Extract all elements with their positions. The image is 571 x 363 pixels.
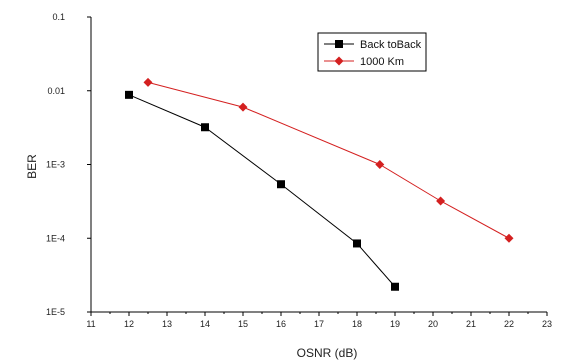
ticks: 11 12 13 14 15 16 17 18 19 20 21 22 23 1E-5 1E-4 1E-3 0.… — [46, 12, 552, 329]
data-point — [391, 282, 399, 291]
data-point — [504, 233, 514, 243]
series-line — [147, 81, 510, 239]
legend-marker — [334, 56, 344, 66]
x-axis-label: OSNR (dB) — [297, 346, 358, 360]
data-point — [436, 196, 446, 206]
x-tick-label: 11 — [86, 319, 95, 329]
series — [125, 77, 514, 291]
y-axis-label: BER — [25, 154, 39, 179]
data-point — [277, 180, 285, 189]
y-tick-label: 1E-3 — [46, 160, 65, 170]
data-point — [353, 239, 361, 248]
x-tick-label: 13 — [162, 319, 172, 329]
legend-marker — [335, 40, 343, 48]
x-tick-label: 17 — [314, 319, 324, 329]
data-point — [125, 90, 133, 99]
x-tick-label: 22 — [504, 319, 514, 329]
legend-label: 1000 Km — [360, 56, 404, 68]
data-point — [201, 123, 209, 132]
x-tick-label: 19 — [390, 319, 400, 329]
x-tick-label: 21 — [466, 319, 476, 329]
data-point — [238, 102, 248, 112]
y-tick-label: 0.01 — [47, 86, 65, 96]
x-tick-label: 16 — [276, 319, 286, 329]
y-tick-label: 0.1 — [52, 12, 65, 22]
x-tick-label: 14 — [200, 319, 210, 329]
legend: Back toBack 1000 Km — [317, 32, 427, 72]
y-tick-label: 1E-5 — [46, 307, 65, 317]
data-point — [375, 160, 385, 169]
x-tick-label: 20 — [428, 319, 438, 329]
legend-box — [317, 32, 427, 72]
x-tick-label: 23 — [542, 319, 552, 329]
x-tick-label: 12 — [124, 319, 134, 329]
series-line — [128, 94, 396, 288]
x-tick-label: 18 — [352, 319, 362, 329]
x-tick-label: 15 — [238, 319, 248, 329]
legend-label: Back toBack — [360, 39, 422, 51]
y-tick-label: 1E-4 — [46, 233, 65, 243]
data-point — [143, 77, 153, 87]
